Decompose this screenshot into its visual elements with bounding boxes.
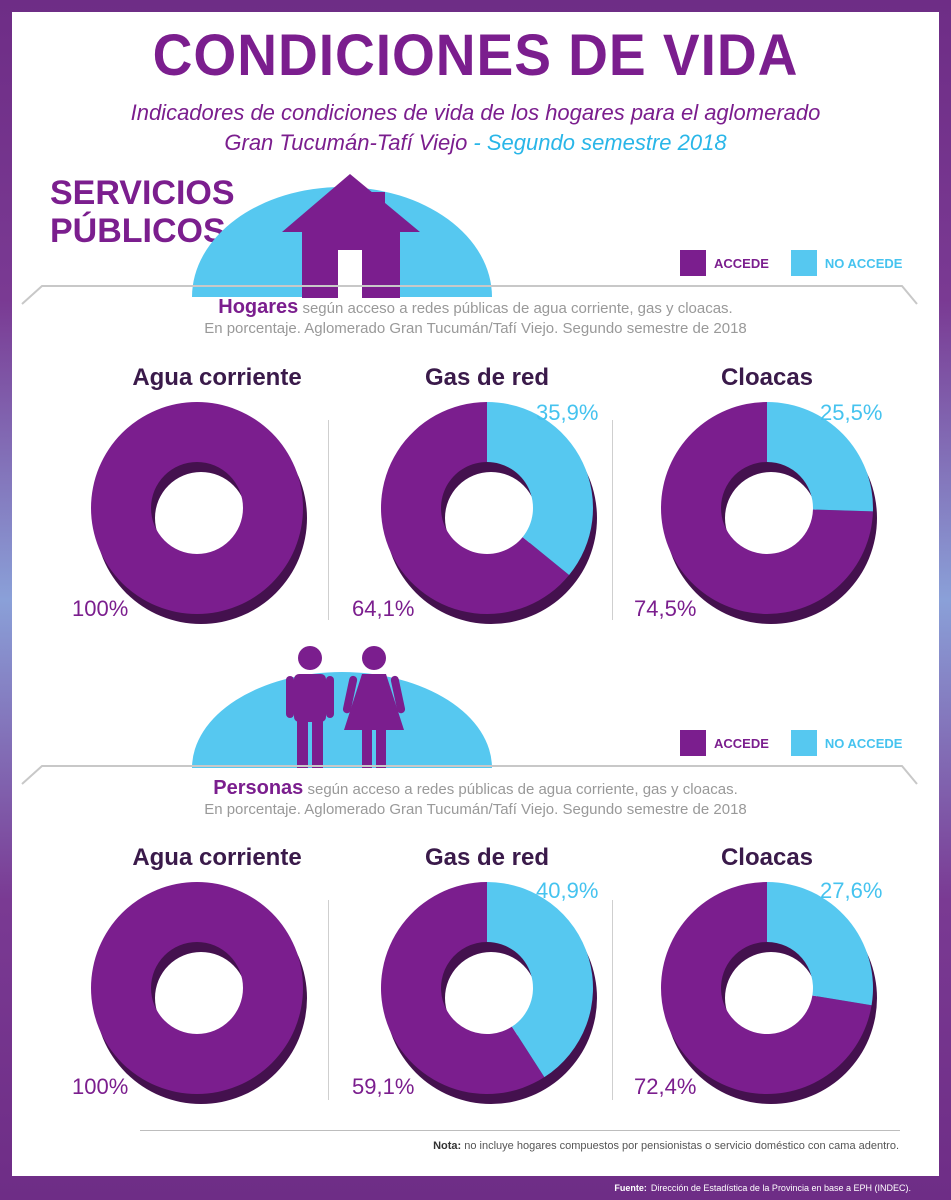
chart-title: Agua corriente	[132, 844, 302, 871]
subtitle-period: Segundo semestre 2018	[486, 130, 727, 155]
legend-swatch-no-accede	[790, 730, 817, 756]
data-label-no-accede: 27,6%	[820, 878, 883, 903]
slice-accede	[381, 402, 570, 614]
bottom-rule	[140, 1130, 900, 1131]
column-divider	[328, 900, 329, 1100]
hogares-heading: Hogares	[218, 296, 299, 318]
donut-hole	[727, 954, 811, 1030]
subtitle-location: Gran Tucumán-Tafí Viejo	[224, 130, 468, 155]
chart-title: Gas de red	[424, 844, 550, 871]
section-title-line2: PÚBLICOS	[50, 212, 226, 250]
column-divider	[612, 420, 613, 620]
chart-title: Gas de red	[424, 364, 550, 391]
data-label-accede: 64,1%	[352, 596, 415, 621]
personas-heading: Personas	[213, 777, 304, 799]
source-label: Fuente:	[614, 1183, 647, 1193]
legend-label-no-accede: NO ACCEDE	[824, 255, 903, 271]
donut-hole	[447, 954, 531, 1030]
source-footer: Fuente: Dirección de Estadística de la Pr…	[0, 1176, 951, 1200]
subtitle-line1: Indicadores de condiciones de vida de lo…	[130, 100, 821, 125]
note-label: Nota:	[433, 1140, 462, 1152]
donut-hogares-agua	[91, 402, 307, 624]
hogares-description: Hogares según acceso a redes públicas de…	[12, 297, 939, 339]
slice-no-accede	[487, 402, 593, 576]
column-divider	[328, 420, 329, 620]
house-illustration	[192, 174, 492, 298]
legend-label-no-accede: NO ACCEDE	[824, 735, 903, 751]
donut-personas-gas	[381, 882, 597, 1104]
infographic-panel: CONDICIONES DE VIDA Indicadores de condi…	[12, 12, 939, 1176]
slice-accede	[661, 402, 873, 614]
data-label-accede: 100%	[72, 596, 129, 621]
data-label-no-accede: 25,5%	[820, 400, 883, 425]
hill-shape	[192, 672, 492, 768]
section-title-line1: SERVICIOS	[50, 174, 235, 212]
source-text: Dirección de Estadística de la Provincia…	[650, 1183, 911, 1193]
data-label-no-accede: 40,9%	[536, 878, 599, 903]
subtitle-separator: -	[467, 130, 487, 155]
people-illustration	[192, 646, 492, 768]
chart-title: Cloacas	[720, 844, 814, 871]
column-divider	[612, 900, 613, 1100]
donut-personas-cloacas	[661, 882, 877, 1104]
donut-hole	[157, 954, 241, 1030]
note-text: no incluye hogares compuestos por pensio…	[461, 1140, 899, 1152]
data-label-accede: 100%	[72, 1074, 129, 1099]
personas-desc2: En porcentaje. Aglomerado Gran Tucumán/T…	[204, 801, 747, 818]
donut-hogares-cloacas	[661, 402, 877, 624]
legend-label-accede: ACCEDE	[714, 255, 769, 271]
divider-personas	[21, 765, 918, 785]
legend-personas: ACCEDE NO ACCEDE	[680, 730, 902, 756]
donut-hole	[447, 474, 531, 550]
chart-title: Cloacas	[720, 364, 814, 391]
data-label-accede: 59,1%	[352, 1074, 415, 1099]
note: Nota: no incluye hogares compuestos por …	[12, 1140, 899, 1152]
page-title: CONDICIONES DE VIDA	[152, 23, 799, 88]
legend-label-accede: ACCEDE	[714, 735, 769, 751]
legend-hogares: ACCEDE NO ACCEDE	[680, 250, 902, 276]
slice-no-accede	[487, 882, 593, 1078]
subtitle-line2: Gran Tucumán-Tafí Viejo - Segundo semest…	[12, 130, 939, 156]
slice-accede	[661, 882, 872, 1094]
legend-swatch-accede	[680, 250, 706, 276]
donut-personas-agua	[91, 882, 307, 1104]
personas-desc1: según acceso a redes públicas de agua co…	[303, 781, 738, 798]
legend-swatch-accede	[680, 730, 706, 756]
chart-title: Agua corriente	[132, 364, 302, 391]
data-label-accede: 74,5%	[634, 596, 697, 621]
slice-accede	[91, 882, 303, 1094]
slice-accede	[91, 402, 303, 614]
personas-description: Personas según acceso a redes públicas d…	[12, 778, 939, 820]
divider-hogares	[21, 285, 918, 305]
donut-hole	[157, 474, 241, 550]
slice-no-accede	[767, 402, 873, 512]
woman-icon	[342, 646, 406, 768]
section-title: SERVICIOS PÚBLICOS	[50, 174, 235, 250]
slice-accede	[381, 882, 545, 1094]
legend-swatch-no-accede	[790, 250, 817, 276]
data-label-no-accede: 35,9%	[536, 400, 599, 425]
data-label-accede: 72,4%	[634, 1074, 697, 1099]
hogares-desc2: En porcentaje. Aglomerado Gran Tucumán/T…	[204, 320, 747, 337]
hogares-desc1: según acceso a redes públicas de agua co…	[298, 300, 733, 317]
man-icon	[286, 646, 334, 768]
slice-no-accede	[767, 882, 873, 1006]
donut-hogares-gas	[381, 402, 597, 624]
donut-hole	[727, 474, 811, 550]
